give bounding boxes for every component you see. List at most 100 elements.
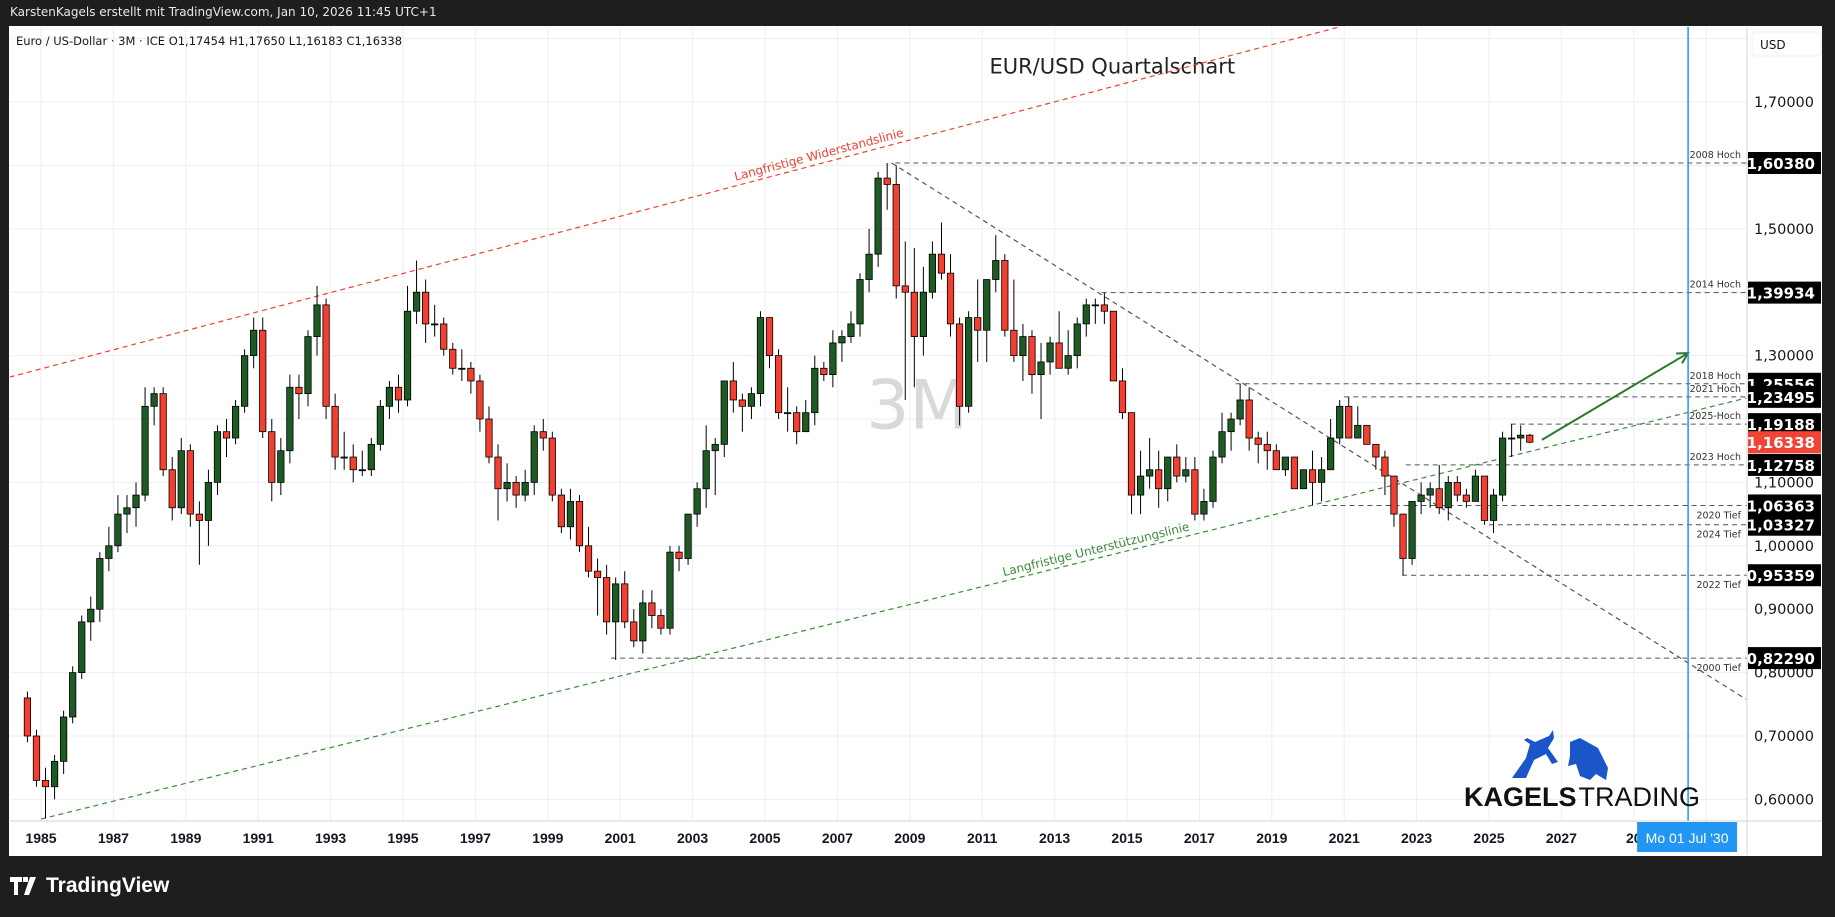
candle-body [1209,456,1217,502]
candle [467,361,475,394]
candle-body [69,672,77,718]
level-label: 2024 Tief [1696,530,1741,541]
level-price-tag: 0,95359 [1747,567,1815,585]
time-tick-label: 1999 [532,830,563,846]
candle [765,317,774,369]
level-label: 2021 Hoch [1690,384,1741,395]
candle [1263,431,1271,470]
candle-body [1526,434,1534,443]
symbol-legend: Euro / US-Dollar · 3M · ICE O1,17454 H1,… [16,34,402,48]
candle-body [1390,475,1398,515]
candle-body [1155,469,1163,490]
projection-arrow [1541,352,1689,441]
candle-body [1254,437,1262,445]
candle-body [612,583,620,623]
level-price-tag: 1,23495 [1747,389,1815,407]
candle-body [1462,494,1470,502]
candle-body [1372,443,1380,458]
candle-body [1073,323,1081,356]
candle [132,482,140,527]
candle-body [666,551,674,629]
candle [639,590,647,654]
candle-body [584,545,593,572]
level-price-tag-box [1748,494,1821,517]
candle [1471,469,1480,502]
tradingview-footer[interactable]: TradingView [10,874,169,898]
candle-body [512,481,520,496]
candle-body [195,513,203,521]
price-tick-label: 1,50000 [1754,222,1814,238]
level-price-tag-box [1748,413,1821,436]
candle-body [865,253,873,280]
candle [711,438,719,496]
candle [1408,501,1416,565]
candle-body [1146,469,1154,477]
candle-body [458,367,466,370]
candle-body [521,481,529,496]
level-price-tag-box [1748,151,1821,174]
candle [1363,424,1371,445]
candle [974,279,982,362]
candle-body [78,621,86,674]
candle [847,311,855,343]
candle-body [1508,437,1516,440]
candle [1345,396,1353,439]
candle [259,317,267,439]
chart-frame [9,26,1822,856]
candle-body [1489,494,1498,521]
price-tick-label: 0,90000 [1754,602,1814,618]
candle [1317,457,1326,502]
candle-body [1480,475,1489,521]
candle [1336,399,1344,445]
candle-body [32,735,41,781]
candle [1236,383,1244,426]
time-tick-label: 2007 [822,830,853,846]
candle-body [313,304,321,337]
candle-body [566,501,575,528]
time-tick-label: 2011 [967,830,998,846]
candle [901,241,909,400]
candle-body [1263,443,1271,452]
candle-body [1426,488,1434,496]
level-label: 2008 Hoch [1690,150,1741,161]
candle-body [467,367,475,382]
candle-body [1354,424,1362,439]
candle-body [1091,304,1099,307]
candle-body [1498,437,1507,496]
candle-body [132,494,140,509]
time-tick-label: 2005 [749,830,780,846]
candle [856,273,864,337]
candle [829,330,837,388]
candle [1426,482,1434,508]
candle-body [829,342,837,376]
candle [1272,444,1280,471]
candle [1462,488,1470,508]
candle-body [1471,475,1480,502]
price-tick-label: 1,00000 [1754,539,1814,555]
candle [1354,406,1362,439]
tradingview-logo-icon [10,877,36,895]
candle [241,349,249,413]
level-label: 2025-Hoch [1689,411,1741,422]
candle-body [892,184,900,287]
candle [575,495,584,553]
candle-body [41,779,50,788]
candle [105,526,113,572]
candle-body [548,437,556,496]
candle [983,279,991,362]
candle-body [1136,475,1145,496]
support-trendline [40,397,1747,820]
candle-body [358,469,366,472]
candle [494,444,502,521]
candle [603,564,611,635]
candle-body [1345,405,1353,439]
candle [612,577,620,660]
candle [394,374,403,413]
candle [1118,368,1127,419]
candle [277,438,285,496]
candle-body [937,253,946,274]
level-label: 2022 Tief [1696,580,1741,591]
candle [702,425,710,508]
tradingview-brand: TradingView [46,874,170,897]
